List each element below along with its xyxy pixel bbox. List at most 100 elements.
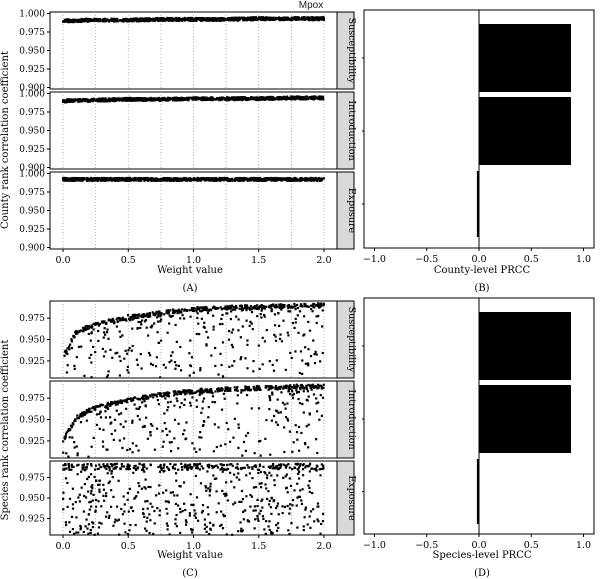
data-point [168, 468, 171, 471]
panel-a: County rank correlation coefficient 0.90… [0, 9, 357, 294]
data-point [173, 467, 177, 470]
data-point [149, 502, 152, 505]
data-point [71, 465, 74, 468]
data-point [145, 396, 148, 399]
data-point [149, 519, 152, 522]
data-point [237, 329, 240, 332]
data-point [189, 390, 192, 393]
facet-strip [336, 460, 355, 536]
data-point [298, 464, 302, 467]
data-point [283, 18, 287, 21]
data-point [201, 424, 205, 427]
data-point [176, 96, 179, 100]
data-point [227, 18, 231, 22]
data-point [246, 389, 250, 392]
data-point [122, 18, 125, 21]
data-point [86, 527, 89, 530]
data-point [236, 17, 239, 21]
data-point [184, 309, 188, 312]
data-point [295, 391, 299, 394]
data-point [85, 179, 89, 182]
facet-strip-label: Introduction [346, 389, 357, 449]
data-point [128, 487, 131, 490]
data-point [131, 419, 134, 422]
data-point [76, 464, 79, 467]
data-point [247, 385, 250, 389]
data-point [167, 393, 170, 396]
data-point [206, 17, 209, 20]
data-point [240, 527, 243, 530]
data-point [83, 410, 86, 414]
data-point [207, 177, 211, 180]
data-point [104, 97, 107, 100]
data-point [174, 502, 177, 506]
data-point [124, 176, 128, 180]
data-point [144, 405, 147, 408]
data-point [279, 464, 282, 467]
data-point [119, 335, 122, 338]
data-point [117, 179, 120, 182]
bar-introduction [479, 97, 571, 165]
data-point [89, 17, 92, 21]
data-point [105, 331, 109, 334]
data-point [306, 96, 309, 99]
data-point [184, 17, 187, 20]
data-point [110, 17, 113, 20]
data-point [265, 179, 268, 182]
data-point [146, 313, 149, 316]
data-point [322, 177, 325, 180]
data-point [289, 177, 292, 180]
data-point [254, 179, 258, 182]
data-point [128, 18, 131, 21]
data-point [90, 410, 93, 413]
data-point [309, 510, 313, 513]
data-point [112, 524, 115, 527]
data-point [76, 18, 79, 22]
data-point [94, 406, 97, 409]
data-point [77, 98, 80, 101]
data-point [317, 16, 320, 19]
data-point [117, 413, 121, 416]
data-point [159, 315, 162, 318]
data-point [258, 482, 261, 485]
data-point [264, 96, 267, 100]
data-point [188, 309, 191, 312]
data-point [294, 96, 297, 99]
data-point [172, 394, 176, 397]
data-point [137, 407, 140, 411]
data-point [322, 464, 325, 467]
data-point [258, 512, 261, 515]
data-point [157, 320, 160, 323]
data-point [101, 347, 104, 351]
data-point [254, 16, 258, 19]
panel-b-x-label: County-level PRCC [434, 265, 531, 276]
data-point [205, 96, 208, 99]
data-point [245, 319, 248, 322]
data-point [234, 308, 237, 311]
data-point [168, 19, 171, 22]
data-point [94, 17, 97, 20]
data-point [227, 97, 230, 100]
data-point [123, 97, 126, 101]
data-point [255, 306, 258, 309]
data-point [223, 389, 227, 393]
facet-frame [49, 171, 338, 250]
data-point [244, 18, 247, 22]
data-point [308, 96, 312, 99]
data-point [291, 306, 294, 309]
data-point [187, 19, 190, 22]
data-point [264, 472, 267, 475]
data-point [230, 304, 234, 307]
data-point [245, 304, 249, 307]
data-point [83, 177, 86, 180]
data-point [90, 464, 93, 467]
data-point [70, 19, 73, 22]
data-point [258, 464, 262, 468]
data-point [264, 483, 267, 486]
data-point [252, 387, 256, 390]
data-point [155, 494, 158, 497]
data-point [157, 492, 161, 495]
data-point [259, 312, 262, 316]
data-point [108, 465, 111, 469]
data-point [257, 178, 260, 181]
